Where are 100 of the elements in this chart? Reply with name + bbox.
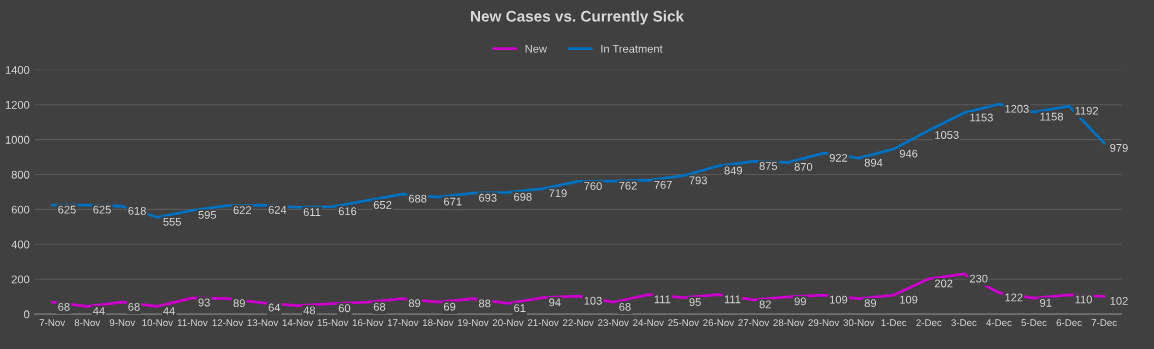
data-label: 793: [689, 176, 707, 185]
data-label: 622: [233, 206, 252, 215]
data-label: 68: [373, 302, 386, 311]
data-label: 1153: [970, 113, 993, 122]
data-label: 103: [584, 296, 602, 305]
x-tick-label: 26-Nov: [703, 319, 735, 327]
x-tick-label: 23-Nov: [598, 319, 629, 327]
y-tick-label: 1400: [5, 66, 30, 74]
x-tick-label: 18-Nov: [422, 319, 454, 327]
data-label: 671: [444, 197, 462, 206]
data-label: 1192: [1075, 106, 1098, 115]
data-label: 110: [1075, 295, 1092, 304]
data-label: 68: [619, 302, 631, 311]
x-tick-label: 2-Dec: [916, 319, 942, 327]
x-tick-label: 7-Dec: [1091, 319, 1117, 327]
data-label: 122: [1005, 293, 1023, 302]
x-tick-label: 28-Nov: [773, 319, 805, 327]
y-tick-label: 1000: [5, 135, 30, 144]
data-label: 91: [1040, 298, 1052, 307]
data-label: 95: [689, 298, 701, 307]
data-label: 61: [514, 304, 526, 312]
data-label: 89: [233, 299, 245, 308]
data-label: 875: [759, 162, 778, 170]
data-label: 1053: [935, 131, 959, 139]
data-label: 99: [794, 297, 806, 306]
data-label: 625: [58, 205, 76, 214]
x-tick-label: 15-Nov: [317, 319, 349, 327]
data-label: 894: [864, 158, 883, 167]
x-tick-label: 5-Dec: [1021, 319, 1047, 327]
data-label: 719: [549, 189, 567, 198]
x-tick-label: 16-Nov: [352, 319, 384, 327]
y-tick-label: 400: [11, 240, 30, 249]
data-label: 767: [654, 180, 672, 189]
x-tick-label: 22-Nov: [562, 319, 594, 327]
data-label: 652: [373, 201, 392, 209]
data-label: 849: [724, 166, 742, 175]
x-tick-label: 6-Dec: [1056, 319, 1082, 327]
x-tick-label: 1-Dec: [881, 319, 907, 327]
data-label: 979: [1110, 143, 1128, 152]
x-tick-label: 17-Nov: [387, 319, 419, 327]
data-label: 94: [549, 298, 561, 307]
data-label: 1203: [1005, 104, 1029, 113]
y-tick-label: 1200: [5, 100, 30, 109]
x-tick-label: 11-Nov: [177, 319, 208, 327]
data-label: 111: [654, 295, 671, 304]
data-label: 1158: [1040, 112, 1063, 121]
data-label: 44: [93, 307, 105, 315]
x-tick-label: 25-Nov: [668, 319, 699, 327]
data-label: 762: [619, 181, 637, 190]
x-tick-label: 13-Nov: [247, 319, 279, 327]
data-label: 611: [303, 208, 321, 217]
data-label: 69: [444, 302, 456, 311]
line-series: [50, 102, 1106, 219]
data-label: 48: [303, 306, 316, 315]
data-label: 618: [128, 206, 146, 215]
x-tick-label: 4-Dec: [986, 319, 1012, 327]
y-tick-label: 800: [11, 170, 30, 179]
data-label: 109: [900, 295, 918, 304]
x-tick-label: 14-Nov: [282, 319, 314, 327]
data-label: 595: [198, 210, 217, 219]
data-label: 230: [970, 274, 988, 283]
data-label: 688: [408, 194, 427, 203]
data-label: 93: [198, 298, 210, 307]
data-label: 760: [584, 182, 602, 191]
data-label: 946: [899, 149, 918, 158]
x-tick-label: 7-Nov: [39, 319, 66, 327]
y-tick-label: 0: [24, 310, 30, 319]
data-label: 693: [479, 193, 497, 202]
x-tick-label: 20-Nov: [492, 319, 524, 327]
data-label: 82: [759, 300, 771, 309]
x-tick-label: 21-Nov: [527, 319, 559, 327]
x-tick-label: 12-Nov: [212, 319, 244, 327]
data-label: 922: [829, 153, 848, 162]
data-label: 89: [408, 299, 421, 308]
legend-label: In Treatment: [601, 44, 663, 53]
data-label: 88: [478, 299, 491, 308]
x-tick-label: 19-Nov: [458, 319, 489, 327]
data-label: 624: [268, 205, 287, 214]
data-label: 625: [93, 205, 111, 214]
data-label: 109: [830, 295, 848, 304]
y-tick-label: 600: [11, 205, 30, 214]
chart-title: New Cases vs. Currently Sick: [471, 10, 685, 25]
x-tick-label: 27-Nov: [738, 319, 770, 327]
x-tick-label: 3-Dec: [951, 319, 977, 327]
data-label: 102: [1110, 296, 1128, 305]
data-label: 111: [724, 295, 741, 304]
x-tick-label: 8-Nov: [74, 319, 101, 327]
data-label: 89: [864, 299, 877, 308]
data-label: 68: [128, 302, 140, 311]
data-label: 64: [268, 303, 281, 312]
data-label: 60: [338, 304, 351, 313]
data-label: 698: [514, 192, 532, 201]
x-tick-label: 9-Nov: [109, 319, 136, 327]
x-tick-label: 30-Nov: [843, 319, 875, 327]
data-label: 68: [58, 302, 70, 311]
y-tick-label: 200: [11, 275, 30, 284]
legend-label: New: [525, 44, 547, 53]
x-tick-label: 29-Nov: [808, 319, 840, 327]
x-tick-label: 24-Nov: [633, 319, 664, 327]
data-label: 202: [934, 279, 953, 288]
